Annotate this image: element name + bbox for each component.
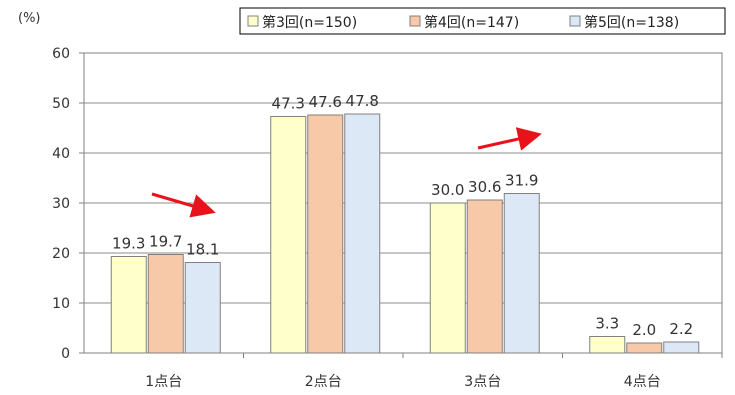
bars — [110, 113, 700, 354]
y-tick-label: 30 — [52, 196, 70, 212]
x-category-label: 3点台 — [464, 374, 501, 390]
y-tick-label: 50 — [52, 96, 70, 112]
data-label: 47.3 — [272, 95, 305, 113]
data-label: 47.8 — [346, 92, 379, 110]
y-tick-label: 40 — [52, 146, 70, 162]
data-label: 2.2 — [669, 320, 693, 338]
data-label: 30.6 — [468, 178, 501, 196]
legend: 第3回(n=150) 第4回(n=147) 第5回(n=138) — [239, 7, 726, 35]
data-label: 19.7 — [149, 233, 182, 251]
legend-swatch — [247, 15, 259, 27]
y-unit-label: (%) — [18, 11, 41, 26]
x-axis: 1点台 2点台 3点台 4点台 — [145, 353, 723, 390]
bar — [466, 199, 503, 354]
y-axis: 0 10 20 30 40 50 60 — [52, 46, 84, 362]
data-label: 31.9 — [505, 172, 538, 190]
legend-swatch — [569, 15, 581, 27]
legend-entry: 第4回(n=147) — [424, 14, 519, 31]
y-tick-label: 60 — [52, 46, 70, 62]
y-tick-label: 0 — [61, 346, 70, 362]
legend-entry: 第5回(n=138) — [584, 14, 679, 31]
trend-arrow-up-icon — [477, 127, 542, 151]
data-label: 2.0 — [632, 321, 656, 339]
bar — [503, 193, 540, 354]
legend-entry: 第3回(n=150) — [262, 14, 357, 31]
bar — [184, 262, 221, 354]
bar — [110, 256, 147, 354]
bar — [307, 114, 344, 354]
bar — [344, 113, 381, 354]
bar — [663, 341, 700, 354]
bar — [147, 254, 184, 354]
data-label: 18.1 — [186, 241, 219, 259]
y-tick-label: 20 — [52, 246, 70, 262]
bar — [270, 116, 307, 354]
bar — [626, 342, 663, 354]
data-label: 3.3 — [595, 315, 619, 333]
x-category-label: 1点台 — [145, 374, 182, 390]
data-labels: 19.3 19.7 18.1 47.3 47.6 47.8 30.0 30.6 31.9 3.3 2… — [112, 92, 693, 339]
x-category-label: 4点台 — [624, 374, 661, 390]
trend-arrow-down-icon — [151, 192, 216, 218]
bar — [429, 202, 466, 354]
bar — [589, 336, 626, 354]
data-label: 47.6 — [309, 93, 342, 111]
data-label: 30.0 — [431, 181, 464, 199]
legend-swatch — [409, 15, 421, 27]
annotations — [151, 127, 542, 218]
x-category-label: 2点台 — [305, 374, 342, 390]
legend-box — [239, 7, 726, 35]
data-label: 19.3 — [112, 235, 145, 253]
y-tick-label: 10 — [52, 296, 70, 312]
